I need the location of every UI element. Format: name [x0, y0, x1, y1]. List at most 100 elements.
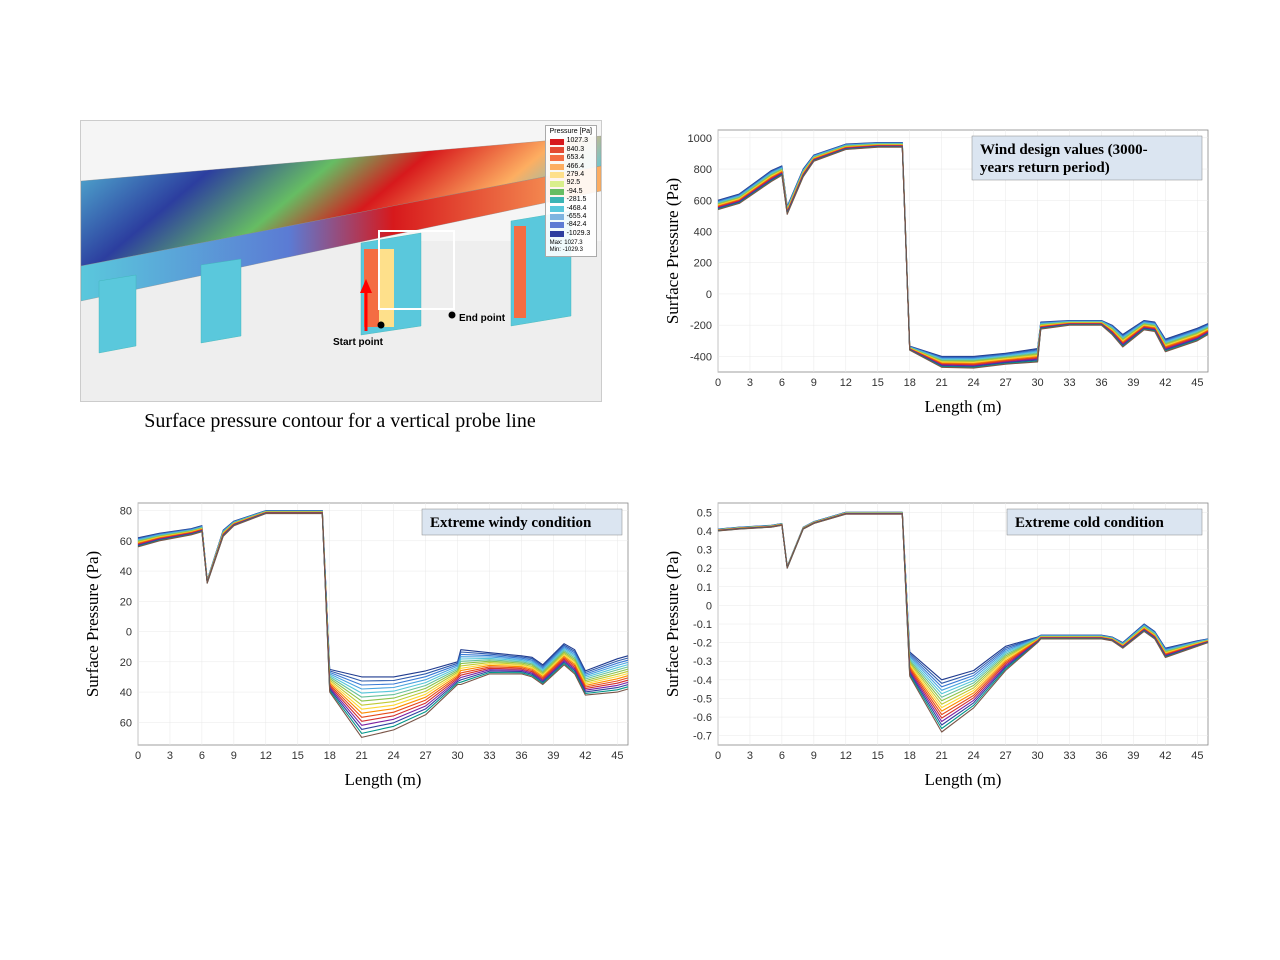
svg-text:0: 0 [126, 627, 132, 639]
svg-text:0.2: 0.2 [697, 563, 712, 575]
svg-text:15: 15 [872, 377, 884, 389]
svg-text:0: 0 [706, 600, 712, 612]
svg-text:12: 12 [840, 377, 852, 389]
svg-text:60: 60 [120, 536, 132, 548]
svg-text:33: 33 [1063, 377, 1075, 389]
svg-text:years return period): years return period) [980, 160, 1110, 176]
chart-wind-design: 0369121518212427303336394245-400-2000200… [660, 120, 1220, 433]
svg-text:12: 12 [840, 750, 852, 762]
svg-text:36: 36 [515, 750, 527, 762]
svg-text:3: 3 [747, 377, 753, 389]
figure-grid: Start point End point Pressure [Pa] 1027… [80, 120, 1200, 793]
svg-text:-0.7: -0.7 [693, 731, 712, 743]
svg-text:-0.4: -0.4 [693, 675, 712, 687]
legend-row: 840.3 [550, 146, 592, 154]
svg-text:0.3: 0.3 [697, 545, 712, 557]
legend-row: 653.4 [550, 154, 592, 162]
svg-text:39: 39 [1127, 750, 1139, 762]
legend-row: 466.4 [550, 163, 592, 171]
legend-row: -468.4 [550, 205, 592, 213]
svg-text:0: 0 [715, 377, 721, 389]
legend-row: -655.4 [550, 213, 592, 221]
chart-extreme-cold: 0369121518212427303336394245-0.7-0.6-0.5… [660, 493, 1220, 793]
svg-text:42: 42 [1159, 750, 1171, 762]
svg-text:200: 200 [694, 258, 712, 270]
svg-text:42: 42 [579, 750, 591, 762]
legend-row: 279.4 [550, 171, 592, 179]
svg-text:40: 40 [120, 566, 132, 578]
svg-text:39: 39 [1127, 377, 1139, 389]
legend-min: Min: -1029.3 [550, 247, 592, 254]
svg-text:Extreme windy condition: Extreme windy condition [430, 515, 592, 531]
svg-text:33: 33 [483, 750, 495, 762]
svg-text:24: 24 [388, 750, 400, 762]
svg-text:Surface Pressure (Pa): Surface Pressure (Pa) [83, 551, 102, 697]
svg-text:33: 33 [1063, 750, 1075, 762]
chart-svg-extreme-cold: 0369121518212427303336394245-0.7-0.6-0.5… [660, 493, 1220, 793]
svg-text:Surface Pressure (Pa): Surface Pressure (Pa) [663, 551, 682, 697]
svg-text:Surface Pressure (Pa): Surface Pressure (Pa) [663, 178, 682, 324]
legend-max: Max: 1027.3 [550, 240, 592, 247]
end-point-label: End point [459, 313, 506, 324]
legend-row: -94.5 [550, 188, 592, 196]
svg-text:45: 45 [611, 750, 623, 762]
legend-title: Pressure [Pa] [550, 128, 592, 136]
svg-text:3: 3 [167, 750, 173, 762]
svg-text:Wind design values (3000-: Wind design values (3000- [980, 142, 1148, 158]
start-point-label: Start point [333, 337, 384, 348]
svg-text:6: 6 [779, 750, 785, 762]
svg-text:18: 18 [324, 750, 336, 762]
svg-text:60: 60 [120, 717, 132, 729]
svg-text:800: 800 [694, 164, 712, 176]
cfd-render-box: Start point End point Pressure [Pa] 1027… [80, 120, 602, 402]
svg-text:0: 0 [135, 750, 141, 762]
svg-text:45: 45 [1191, 377, 1203, 389]
svg-text:6: 6 [199, 750, 205, 762]
svg-text:9: 9 [231, 750, 237, 762]
chart-svg-wind-design: 0369121518212427303336394245-400-2000200… [660, 120, 1220, 420]
chart-svg-extreme-windy: 0369121518212427303336394245604020020406… [80, 493, 640, 793]
svg-text:20: 20 [120, 596, 132, 608]
svg-text:39: 39 [547, 750, 559, 762]
svg-text:27: 27 [419, 750, 431, 762]
svg-text:-200: -200 [690, 320, 712, 332]
svg-text:30: 30 [1031, 377, 1043, 389]
svg-text:-0.3: -0.3 [693, 656, 712, 668]
svg-text:15: 15 [292, 750, 304, 762]
chart-extreme-windy: 0369121518212427303336394245604020020406… [80, 493, 640, 793]
svg-text:-0.2: -0.2 [693, 638, 712, 650]
svg-text:-0.5: -0.5 [693, 693, 712, 705]
svg-text:24: 24 [968, 750, 980, 762]
svg-text:80: 80 [120, 506, 132, 518]
svg-text:-0.1: -0.1 [693, 619, 712, 631]
svg-text:-400: -400 [690, 351, 712, 363]
legend-row: 1027.3 [550, 137, 592, 145]
svg-text:-0.6: -0.6 [693, 712, 712, 724]
cfd-caption: Surface pressure contour for a vertical … [80, 410, 600, 433]
svg-text:30: 30 [451, 750, 463, 762]
svg-text:27: 27 [999, 750, 1011, 762]
svg-text:21: 21 [356, 750, 368, 762]
svg-text:9: 9 [811, 750, 817, 762]
legend-row: 92.5 [550, 179, 592, 187]
svg-text:36: 36 [1095, 750, 1107, 762]
svg-text:15: 15 [872, 750, 884, 762]
cfd-contour-panel: Start point End point Pressure [Pa] 1027… [80, 120, 600, 433]
svg-text:18: 18 [904, 750, 916, 762]
svg-text:40: 40 [120, 687, 132, 699]
svg-text:6: 6 [779, 377, 785, 389]
legend-row: -281.5 [550, 196, 592, 204]
svg-text:36: 36 [1095, 377, 1107, 389]
svg-text:Length (m): Length (m) [345, 770, 422, 789]
svg-text:30: 30 [1031, 750, 1043, 762]
svg-text:21: 21 [936, 750, 948, 762]
pressure-legend: Pressure [Pa] 1027.3840.3653.4466.4279.4… [545, 125, 597, 257]
svg-text:1000: 1000 [688, 133, 712, 145]
svg-text:0.1: 0.1 [697, 582, 712, 594]
svg-text:0.4: 0.4 [697, 526, 712, 538]
svg-text:27: 27 [999, 377, 1011, 389]
svg-text:Length (m): Length (m) [925, 770, 1002, 789]
svg-text:0: 0 [706, 289, 712, 301]
svg-text:12: 12 [260, 750, 272, 762]
svg-text:24: 24 [968, 377, 980, 389]
